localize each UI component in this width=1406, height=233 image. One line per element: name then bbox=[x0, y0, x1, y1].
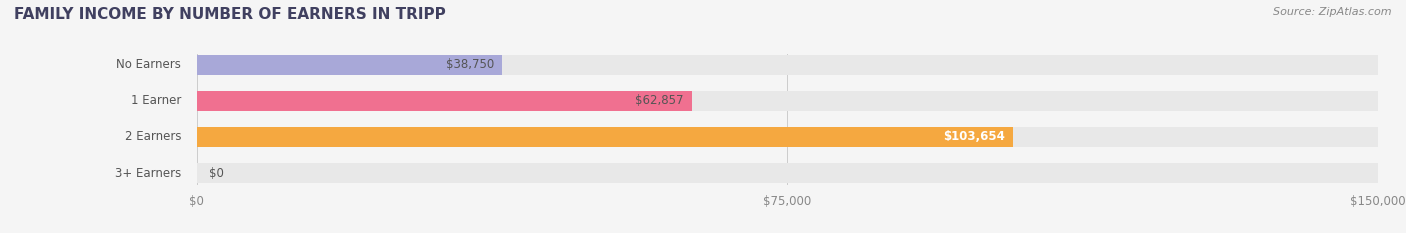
Bar bbox=[197, 163, 1378, 183]
Text: No Earners: No Earners bbox=[117, 58, 181, 71]
Bar bbox=[197, 55, 502, 75]
Bar bbox=[197, 127, 1378, 147]
Text: $38,750: $38,750 bbox=[446, 58, 494, 71]
Text: $62,857: $62,857 bbox=[636, 94, 683, 107]
Text: Source: ZipAtlas.com: Source: ZipAtlas.com bbox=[1274, 7, 1392, 17]
Text: 2 Earners: 2 Earners bbox=[125, 130, 181, 143]
Bar bbox=[197, 91, 692, 111]
Bar bbox=[197, 127, 1012, 147]
Text: 1 Earner: 1 Earner bbox=[131, 94, 181, 107]
Text: 3+ Earners: 3+ Earners bbox=[115, 167, 181, 179]
Text: $0: $0 bbox=[208, 167, 224, 179]
Bar bbox=[197, 55, 1378, 75]
Text: FAMILY INCOME BY NUMBER OF EARNERS IN TRIPP: FAMILY INCOME BY NUMBER OF EARNERS IN TR… bbox=[14, 7, 446, 22]
Text: $103,654: $103,654 bbox=[943, 130, 1005, 143]
Bar bbox=[197, 91, 1378, 111]
